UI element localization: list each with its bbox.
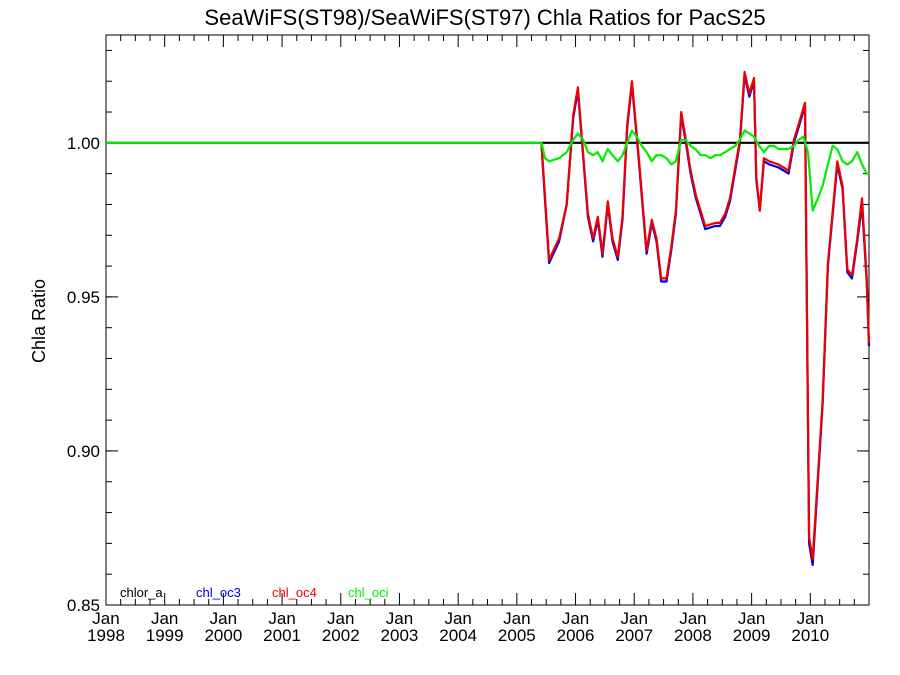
- x-tick-label-year: 2000: [204, 626, 242, 645]
- x-tick-label-year: 2008: [674, 626, 712, 645]
- legend-entry-chl-oc4: chl_oc4: [272, 585, 317, 600]
- x-tick-label-year: 2009: [733, 626, 771, 645]
- legend: chlor_a chl_oc3 chl_oc4 chl_oci: [120, 585, 389, 600]
- y-tick-label: 0.85: [67, 596, 100, 615]
- x-tick-label-year: 2006: [557, 626, 595, 645]
- x-tick-label-month: Jan: [444, 609, 471, 628]
- x-tick-label-year: 2010: [791, 626, 829, 645]
- series-lines: [106, 70, 871, 567]
- y-axis-label: Chla Ratio: [29, 279, 49, 363]
- x-tick-label-month: Jan: [386, 609, 413, 628]
- x-tick-label-year: 2005: [498, 626, 536, 645]
- series-line-chl-oc3: [540, 73, 871, 567]
- x-tick-label-month: Jan: [151, 609, 178, 628]
- x-tick-label-year: 2004: [439, 626, 477, 645]
- legend-entry-chlor-a: chlor_a: [120, 585, 163, 600]
- x-tick-label-month: Jan: [92, 609, 119, 628]
- series-line-chl-oc4: [540, 70, 871, 560]
- y-tick-label: 1.00: [67, 134, 100, 153]
- x-tick-label-year: 2001: [263, 626, 301, 645]
- x-tick-label-month: Jan: [503, 609, 530, 628]
- x-tick-label-year: 2002: [322, 626, 360, 645]
- x-tick-label-month: Jan: [268, 609, 295, 628]
- x-tick-label-month: Jan: [797, 609, 824, 628]
- x-tick-label-month: Jan: [679, 609, 706, 628]
- x-tick-label-year: 2003: [381, 626, 419, 645]
- x-tick-label-month: Jan: [327, 609, 354, 628]
- legend-entry-chl-oc3: chl_oc3: [196, 585, 241, 600]
- x-tick-label-year: 2007: [615, 626, 653, 645]
- y-tick-label: 0.95: [67, 288, 100, 307]
- chart-title: SeaWiFS(ST98)/SeaWiFS(ST97) Chla Ratios …: [204, 5, 765, 30]
- x-tick-label-month: Jan: [738, 609, 765, 628]
- x-tick-label-month: Jan: [210, 609, 237, 628]
- series-line-chl-oci: [106, 129, 869, 212]
- x-tick-label-month: Jan: [621, 609, 648, 628]
- legend-entry-chl-oci: chl_oci: [348, 585, 389, 600]
- x-tick-label-month: Jan: [562, 609, 589, 628]
- x-tick-label-year: 1999: [146, 626, 184, 645]
- axis-ticks: 0.850.900.951.00Jan1998Jan1999Jan2000Jan…: [67, 35, 869, 645]
- y-tick-label: 0.90: [67, 442, 100, 461]
- x-tick-label-year: 1998: [87, 626, 125, 645]
